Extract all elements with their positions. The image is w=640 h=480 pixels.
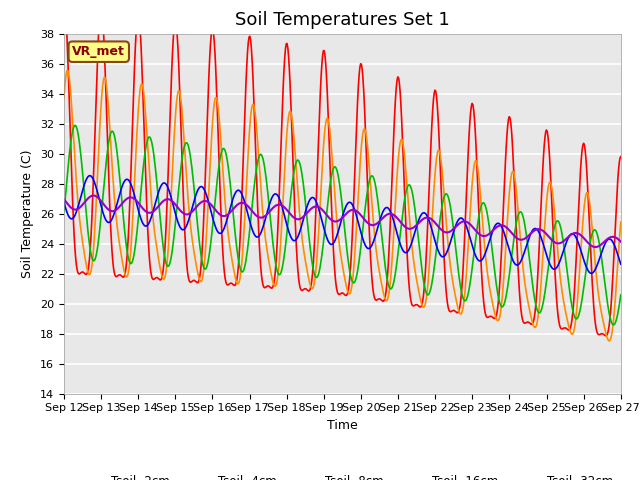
X-axis label: Time: Time <box>327 419 358 432</box>
Text: VR_met: VR_met <box>72 45 125 58</box>
Y-axis label: Soil Temperature (C): Soil Temperature (C) <box>22 149 35 278</box>
Title: Soil Temperatures Set 1: Soil Temperatures Set 1 <box>235 11 450 29</box>
Legend: Tsoil -2cm, Tsoil -4cm, Tsoil -8cm, Tsoil -16cm, Tsoil -32cm: Tsoil -2cm, Tsoil -4cm, Tsoil -8cm, Tsoi… <box>72 476 613 480</box>
